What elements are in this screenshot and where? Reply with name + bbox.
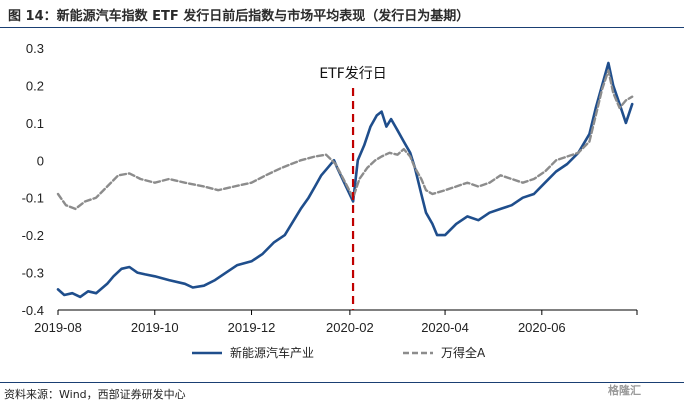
source-note: 资料来源：Wind，西部证券研发中心 xyxy=(4,388,186,401)
annotation-layer: ETF发行日 xyxy=(319,66,387,310)
y-tick-label: -0.1 xyxy=(22,191,44,206)
x-tick-label: 2020-02 xyxy=(326,320,374,335)
y-tick-label: -0.4 xyxy=(22,303,44,318)
y-tick-label: 0.2 xyxy=(26,78,44,93)
y-tick-label: 0.3 xyxy=(26,41,44,56)
y-tick-label: -0.2 xyxy=(22,228,44,243)
source-rule xyxy=(0,382,684,383)
x-tick-label: 2019-08 xyxy=(34,320,82,335)
x-tick-label: 2019-10 xyxy=(131,320,179,335)
legend-label-1: 万得全A xyxy=(441,345,486,360)
series-line-1 xyxy=(56,69,634,211)
watermark-logo: 格隆汇 xyxy=(608,384,641,397)
x-tick-label: 2019-12 xyxy=(228,320,276,335)
y-tick-label: 0 xyxy=(37,153,44,168)
y-tick-label: 0.1 xyxy=(26,116,44,131)
legend: 新能源汽车产业 万得全A xyxy=(192,345,486,360)
legend-label-0: 新能源汽车产业 xyxy=(230,345,314,360)
etf-issue-date-label: ETF发行日 xyxy=(319,66,386,82)
series-layer xyxy=(56,61,634,299)
x-tick-label: 2020-04 xyxy=(421,320,469,335)
series-line-0 xyxy=(56,61,634,299)
figure-title: 图 14：新能源汽车指数 ETF 发行日前后指数与市场平均表现（发行日为基期） xyxy=(8,9,470,24)
title-rule xyxy=(0,27,684,28)
y-tick-label: -0.3 xyxy=(22,266,44,281)
x-tick-label: 2020-06 xyxy=(518,320,566,335)
axes: 0.3 0.2 0.1 0 -0.1 -0.2 -0.3 -0.4 2019-08 2019-10… xyxy=(22,41,638,335)
